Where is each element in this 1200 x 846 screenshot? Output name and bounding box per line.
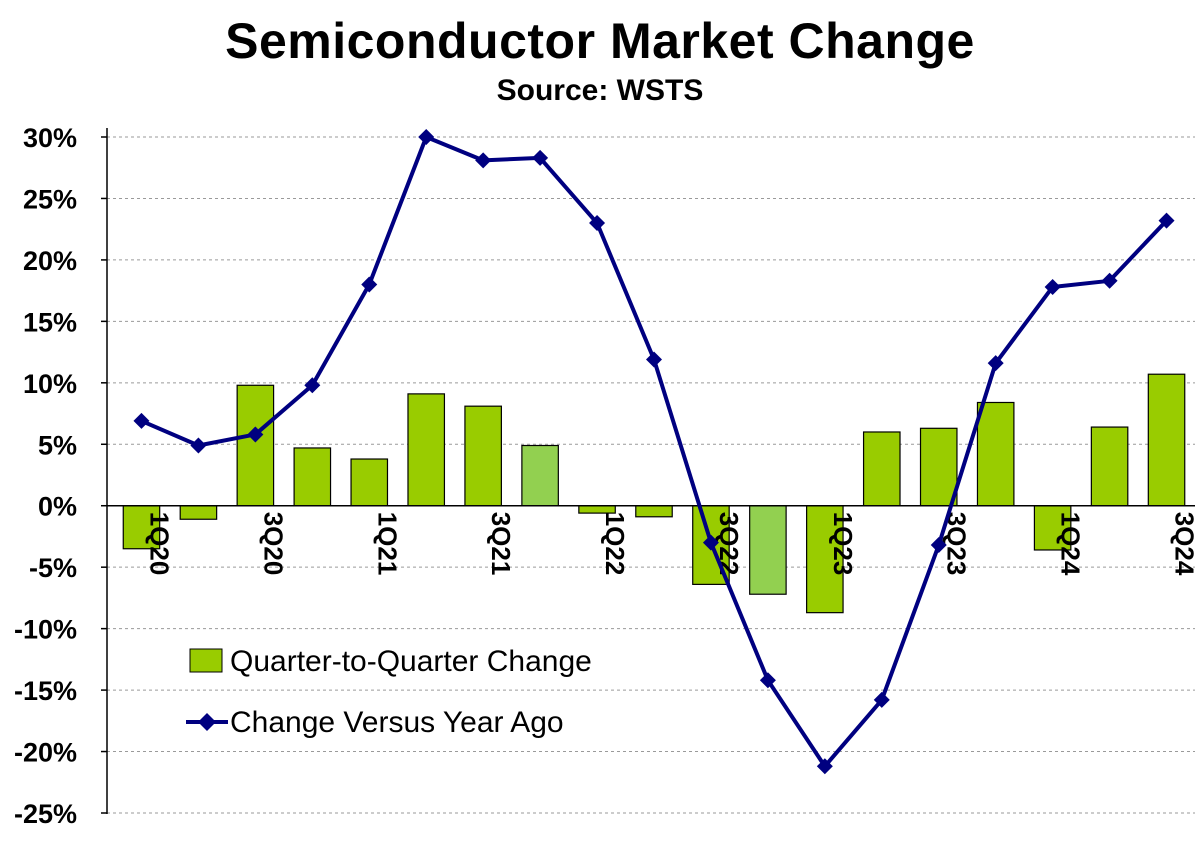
y-tick-label: -15% bbox=[14, 676, 77, 706]
y-tick-label: -5% bbox=[29, 553, 77, 583]
line-point-4Q23 bbox=[987, 355, 1004, 372]
bar-2Q22 bbox=[635, 505, 673, 518]
bar-4Q22 bbox=[749, 505, 787, 595]
bar-4Q21 bbox=[521, 444, 559, 507]
line-point-2Q24 bbox=[1101, 272, 1118, 289]
line-point-1Q20 bbox=[133, 412, 150, 429]
line-point-4Q21 bbox=[532, 149, 549, 166]
chart-subtitle: Source: WSTS bbox=[496, 74, 704, 107]
y-tick-label: 30% bbox=[23, 123, 77, 153]
y-tick-labels: 30% 25% 20% 15% 10% 5% 0% -5% -10% -15% -20% -25% bbox=[14, 123, 77, 829]
chart-title: Semiconductor Market Change bbox=[225, 13, 975, 69]
line-point-3Q20 bbox=[247, 426, 264, 443]
y-tick-label: 10% bbox=[23, 369, 77, 399]
line-point-2Q20 bbox=[190, 437, 207, 454]
line-point-1Q22 bbox=[589, 215, 606, 232]
bar-1Q20 bbox=[122, 505, 161, 550]
y-tick-label: 5% bbox=[38, 430, 77, 460]
legend: Quarter-to-Quarter Change Change Versus … bbox=[186, 645, 592, 739]
y-tick-label: 25% bbox=[23, 184, 77, 214]
bar-3Q21 bbox=[464, 405, 502, 507]
line-point-3Q23 bbox=[930, 537, 947, 554]
x-tick-label: 3Q21 bbox=[486, 512, 516, 576]
legend-line-marker bbox=[198, 713, 216, 731]
line-point-3Q22 bbox=[702, 534, 719, 551]
line-point-3Q24 bbox=[1158, 212, 1175, 229]
y-tick-label: 20% bbox=[23, 246, 77, 276]
line-point-4Q22 bbox=[759, 672, 776, 689]
line-point-2Q21 bbox=[418, 129, 435, 145]
bar-2Q20 bbox=[179, 505, 218, 520]
legend-bar-label: Quarter-to-Quarter Change bbox=[230, 645, 592, 678]
x-tick-label: 3Q24 bbox=[1170, 512, 1200, 576]
x-tick-label: 1Q24 bbox=[1056, 512, 1086, 576]
line-point-3Q21 bbox=[475, 152, 492, 169]
legend-bar-swatch bbox=[189, 648, 223, 673]
line-point-2Q23 bbox=[873, 691, 890, 708]
bar-4Q20 bbox=[293, 447, 332, 507]
bar-2Q23 bbox=[862, 431, 901, 507]
x-tick-labels: 1Q20 3Q20 1Q21 3Q21 1Q22 3Q22 1Q23 3Q23 1Q24 3Q24 bbox=[144, 512, 1199, 576]
y-tick-label: -10% bbox=[14, 615, 77, 645]
bar-2Q21 bbox=[407, 393, 446, 507]
bar-4Q23 bbox=[976, 401, 1015, 507]
line-series bbox=[133, 129, 1175, 775]
axes bbox=[106, 128, 1195, 814]
x-tick-label: 1Q20 bbox=[144, 512, 174, 576]
line-point-4Q20 bbox=[304, 377, 321, 394]
x-tick-label: 3Q20 bbox=[258, 512, 288, 576]
y-tick-label: 15% bbox=[23, 307, 77, 337]
line-point-2Q22 bbox=[646, 351, 662, 368]
y-tick-label: -25% bbox=[14, 799, 77, 829]
bar-1Q21 bbox=[350, 458, 389, 507]
bar-3Q24 bbox=[1147, 373, 1186, 507]
line-point-1Q24 bbox=[1044, 278, 1061, 295]
line-point-1Q23 bbox=[816, 758, 833, 775]
line-point-1Q21 bbox=[361, 276, 378, 293]
y-tick-label: 0% bbox=[38, 492, 77, 522]
bar-3Q20 bbox=[236, 384, 275, 507]
x-tick-label: 1Q21 bbox=[372, 512, 402, 576]
y-tick-label: -20% bbox=[14, 738, 77, 768]
bar-3Q23 bbox=[919, 427, 958, 507]
bar-2Q24 bbox=[1090, 426, 1129, 507]
x-tick-label: 1Q22 bbox=[600, 512, 630, 576]
legend-line-label: Change Versus Year Ago bbox=[230, 706, 564, 739]
x-tick-label: 1Q23 bbox=[828, 512, 858, 576]
